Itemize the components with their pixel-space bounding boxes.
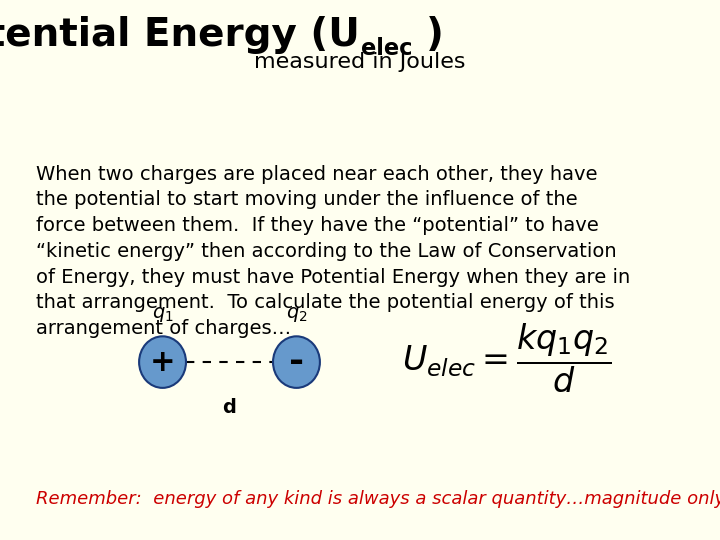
- Text: -: -: [289, 345, 304, 379]
- Text: +: +: [150, 348, 176, 376]
- Text: measured in Joules: measured in Joules: [254, 51, 466, 71]
- Ellipse shape: [273, 336, 320, 388]
- Text: Electric Potential Energy (U: Electric Potential Energy (U: [0, 16, 360, 54]
- Ellipse shape: [139, 336, 186, 388]
- Text: $\mathit{U_{elec}} = \dfrac{\mathit{kq_1q_2}}{\mathit{d}}$: $\mathit{U_{elec}} = \dfrac{\mathit{kq_1…: [402, 321, 612, 395]
- Text: Remember:  energy of any kind is always a scalar quantity…magnitude only!: Remember: energy of any kind is always a…: [36, 490, 720, 508]
- Text: $q_1$: $q_1$: [152, 305, 174, 324]
- Text: elec: elec: [361, 37, 413, 60]
- Text: $q_2$: $q_2$: [286, 305, 307, 324]
- Text: When two charges are placed near each other, they have
the potential to start mo: When two charges are placed near each ot…: [36, 165, 630, 338]
- Text: d: d: [222, 399, 236, 417]
- Text: ): ): [426, 16, 444, 54]
